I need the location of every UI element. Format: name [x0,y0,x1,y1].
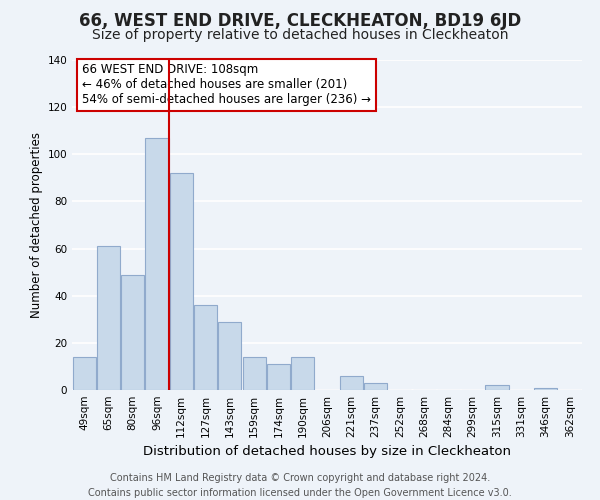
Bar [97,246,120,390]
X-axis label: Distribution of detached houses by size in Cleckheaton: Distribution of detached houses by size … [143,446,511,458]
Text: Size of property relative to detached houses in Cleckheaton: Size of property relative to detached ho… [92,28,508,42]
Bar [340,376,363,390]
Bar [291,357,314,390]
Text: 66 WEST END DRIVE: 108sqm
← 46% of detached houses are smaller (201)
54% of semi: 66 WEST END DRIVE: 108sqm ← 46% of detac… [82,64,371,106]
Bar [194,305,217,390]
Bar [73,357,95,390]
Text: 66, WEST END DRIVE, CLECKHEATON, BD19 6JD: 66, WEST END DRIVE, CLECKHEATON, BD19 6J… [79,12,521,30]
Text: Contains HM Land Registry data © Crown copyright and database right 2024.
Contai: Contains HM Land Registry data © Crown c… [88,472,512,498]
Bar [121,274,144,390]
Bar [242,357,266,390]
Bar [364,383,387,390]
Bar [170,173,193,390]
Bar [218,322,241,390]
Y-axis label: Number of detached properties: Number of detached properties [30,132,43,318]
Bar [267,364,290,390]
Bar [145,138,169,390]
Bar [534,388,557,390]
Bar [485,386,509,390]
